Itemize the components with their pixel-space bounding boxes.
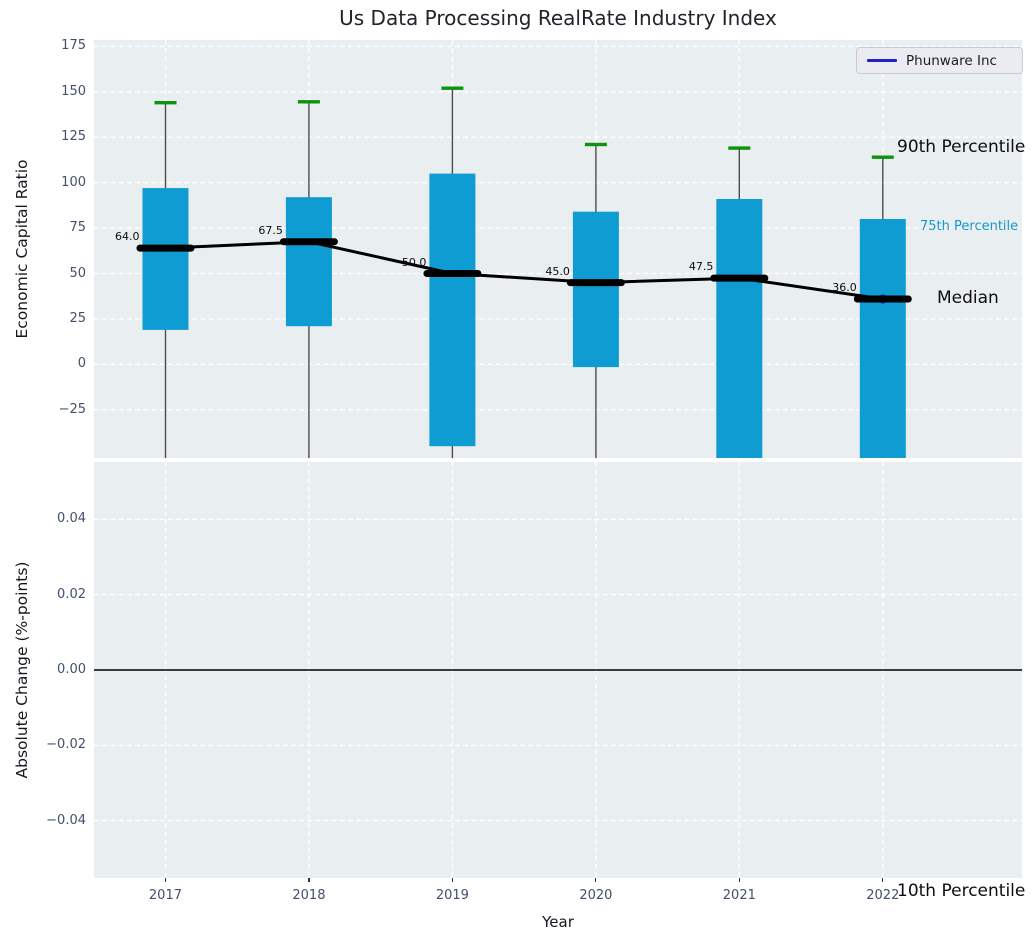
y-tick-label-top: 175 bbox=[61, 38, 86, 54]
median-bar bbox=[136, 244, 195, 252]
y-tick-label-top: 25 bbox=[69, 310, 86, 326]
median-value-label: 36.0 bbox=[832, 280, 857, 294]
absolute-change-chart bbox=[94, 462, 1022, 878]
y-tick-label-top: 0 bbox=[77, 356, 86, 372]
p90-cap bbox=[297, 100, 320, 104]
median-value-label: 67.5 bbox=[258, 223, 283, 237]
x-tick-label: 2022 bbox=[866, 888, 900, 903]
iqr-box bbox=[716, 199, 763, 458]
median-bar bbox=[853, 295, 912, 303]
y-tick-label-top: 150 bbox=[61, 83, 86, 99]
median-value-label: 64.0 bbox=[114, 230, 140, 244]
p90-cap bbox=[728, 146, 751, 150]
x-tick-label: 2021 bbox=[722, 888, 756, 903]
iqr-box bbox=[572, 211, 619, 368]
iqr-box bbox=[429, 173, 476, 447]
median-value-label: 50.0 bbox=[401, 255, 427, 269]
median-bar bbox=[423, 270, 482, 277]
iqr-box bbox=[285, 197, 332, 327]
y-tick-label-top: 50 bbox=[69, 265, 86, 281]
median-value-label: 47.5 bbox=[688, 260, 714, 274]
x-axis-label: Year bbox=[542, 913, 574, 931]
y-tick-label-bottom: 0.00 bbox=[57, 662, 86, 677]
x-tick-mark bbox=[882, 878, 884, 882]
legend-line-sample bbox=[867, 59, 897, 62]
y-tick-label-bottom: −0.04 bbox=[46, 812, 86, 828]
median-bar bbox=[710, 274, 769, 282]
x-tick-mark bbox=[595, 878, 597, 882]
x-tick-label: 2018 bbox=[292, 888, 326, 903]
iqr-box bbox=[859, 219, 906, 458]
y-tick-label-top: 125 bbox=[61, 129, 86, 145]
median-trend-line bbox=[165, 240, 884, 301]
y-tick-label-top: −25 bbox=[58, 401, 86, 417]
median-value-label: 45.0 bbox=[545, 264, 570, 278]
annotation-10th-percentile: 10th Percentile bbox=[897, 881, 1026, 901]
chart-title: Us Data Processing RealRate Industry Ind… bbox=[339, 6, 777, 30]
x-tick-mark bbox=[451, 878, 453, 882]
p90-cap bbox=[584, 142, 607, 147]
boxplot-chart bbox=[94, 40, 1022, 458]
y-tick-label-top: 75 bbox=[69, 220, 86, 236]
annotation-90th-percentile: 90th Percentile bbox=[897, 137, 1026, 157]
x-tick-label: 2017 bbox=[148, 888, 182, 903]
p90-cap bbox=[154, 101, 177, 105]
y-tick-label-bottom: 0.02 bbox=[57, 586, 86, 602]
y-tick-label-bottom: 0.04 bbox=[57, 511, 86, 527]
annotation-75th-percentile: 75th Percentile bbox=[920, 219, 1019, 234]
median-bar bbox=[279, 238, 338, 246]
y-tick-label-top: 100 bbox=[61, 174, 86, 190]
x-tick-mark bbox=[164, 878, 167, 882]
y-tick-label-bottom: −0.02 bbox=[46, 737, 86, 753]
median-bar bbox=[566, 279, 625, 287]
x-tick-mark bbox=[308, 878, 310, 882]
annotation-median: Median bbox=[937, 288, 999, 308]
p90-cap bbox=[441, 86, 464, 90]
x-tick-label: 2020 bbox=[579, 888, 613, 903]
top-panel-plot-area bbox=[94, 40, 1022, 458]
iqr-box bbox=[142, 188, 189, 330]
bottom-panel-plot-area bbox=[94, 462, 1022, 878]
x-tick-mark bbox=[738, 878, 740, 882]
x-tick-label: 2019 bbox=[435, 888, 469, 903]
legend-box: Phunware Inc bbox=[856, 47, 1023, 74]
legend-entry-label: Phunware Inc bbox=[906, 52, 997, 69]
p90-cap bbox=[871, 155, 894, 159]
